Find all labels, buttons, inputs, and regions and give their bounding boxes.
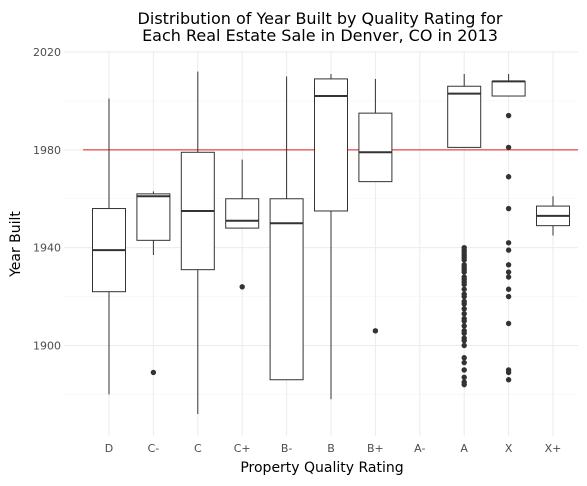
outlier-point [150,369,157,376]
x-tick-label: A [460,442,468,455]
x-tick-label: B [327,442,335,455]
box-D [92,98,126,395]
box-B [314,74,348,400]
outlier-point [461,337,467,344]
y-tick-label: 1940 [33,242,61,255]
outlier-point [461,257,467,263]
x-tick-label: D [105,442,113,455]
outlier-point [505,286,512,292]
box-X+ [536,196,570,236]
outlier-point [505,377,512,383]
x-axis-title: Property Quality Rating [240,460,403,476]
box-iqr [491,80,526,97]
outlier-point [461,293,467,300]
x-tick-label: B+ [367,442,384,455]
outlier-point [461,311,467,317]
outlier-point [461,269,467,275]
box-X [491,74,526,383]
chart-title-line-2: Each Real Estate Sale in Denver, CO in 2… [142,26,498,45]
box-iqr [314,78,348,212]
box-iqr [447,85,482,148]
outlier-point [461,306,467,312]
outlier-point [505,369,512,376]
x-tick-label: C [194,442,202,455]
x-tick-label: C- [148,442,160,455]
outlier-point [461,330,467,336]
outlier-point [505,262,512,268]
tick-labels: 1900 1940 1980 2020 D C- C C+ B- B B+ A- A X X+ [33,46,561,455]
outlier-point [461,381,467,388]
outlier-point [461,342,467,349]
box-C- [136,191,171,376]
outlier-point [461,318,467,324]
outlier-point [505,112,512,119]
outlier-point [505,174,512,180]
outlier-point [239,284,245,290]
x-tick-label: A- [414,442,425,455]
x-tick-label: X+ [545,442,562,455]
outlier-point [505,247,512,253]
y-tick-label: 2020 [33,46,61,59]
box-B- [269,76,304,381]
outlier-point [505,205,512,212]
outlier-point [505,269,512,275]
outlier-point [505,240,512,246]
y-tick-label: 1900 [33,340,61,353]
outlier-point [505,144,512,151]
outlier-point [461,286,467,292]
outlier-point [372,328,379,334]
outlier-point [461,355,467,361]
outlier-point [461,281,467,288]
box-iqr [269,198,304,381]
box-iqr [225,198,260,229]
x-tick-label: B- [281,442,293,455]
box-iqr [358,112,393,183]
outlier-point [505,293,512,300]
outlier-point [461,359,467,366]
outlier-point [505,320,512,327]
boxes [92,71,570,414]
y-axis-title: Year Built [8,211,24,278]
box-iqr [136,193,171,241]
outlier-point [461,323,467,329]
box-C+ [225,159,260,290]
outlier-point [505,274,512,280]
outlier-point [461,301,467,307]
y-tick-label: 1980 [33,144,61,157]
outlier-point [461,367,467,373]
box-B+ [358,78,393,334]
box-A [447,74,482,388]
x-tick-label: C+ [234,442,251,455]
outlier-point [461,374,467,380]
x-tick-label: X [505,442,513,455]
box-C [180,71,215,414]
chart-title-line-1: Distribution of Year Built by Quality Ra… [138,9,503,28]
